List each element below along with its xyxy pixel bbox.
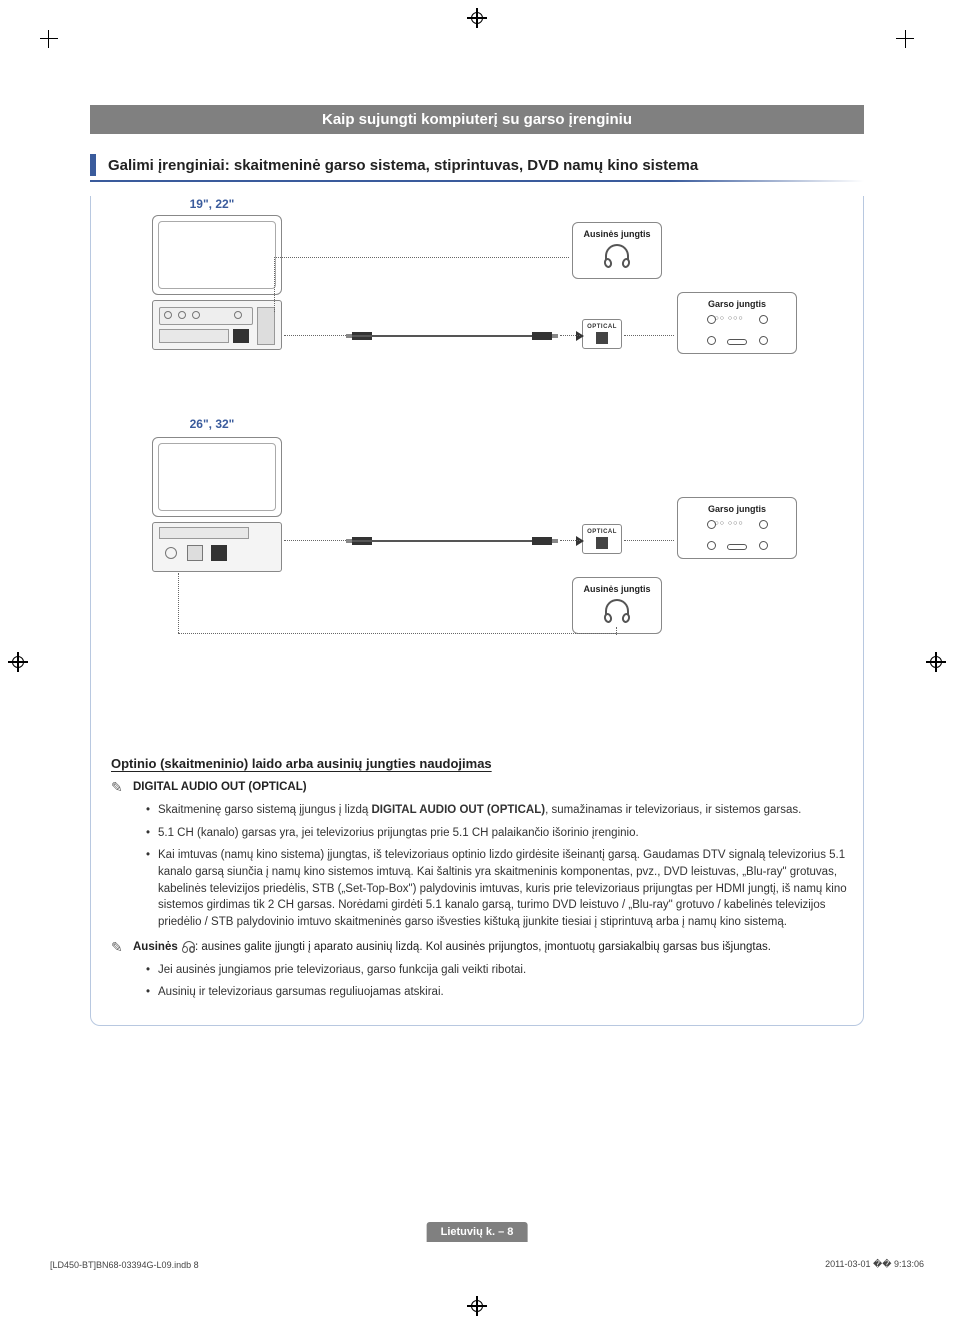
- bullet-item: Skaitmeninę garso sistemą įjungus į lizd…: [146, 802, 863, 819]
- title-bar: Kaip sujungti kompiuterį su garso įrengi…: [90, 105, 864, 134]
- dotted-connector: [560, 540, 580, 541]
- dotted-connector: [560, 335, 580, 336]
- port-row-2: [159, 329, 229, 343]
- optical-label-2: OPTICAL: [587, 529, 617, 535]
- rear-panel-1: [152, 300, 282, 350]
- speaker-title-2: Garso jungtis: [708, 504, 766, 514]
- bullet-text: Skaitmeninę garso sistemą įjungus į lizd…: [158, 804, 372, 816]
- bullet-item: 5.1 CH (kanalo) garsas yra, jei televizo…: [146, 825, 863, 842]
- dotted-connector: [274, 257, 569, 258]
- speaker-icon: ○○ ○○○: [705, 312, 770, 347]
- bullet-list-1: Skaitmeninę garso sistemą įjungus į lizd…: [146, 802, 863, 931]
- speaker-icon: ○○ ○○○: [705, 517, 770, 552]
- bullet-item: Jei ausinės jungiamos prie televizoriaus…: [146, 962, 863, 979]
- crop-mark: [905, 30, 906, 48]
- connection-diagram: 19", 22" Ausinės jungtis Garso jungtis: [111, 196, 857, 736]
- headphone-title-1: Ausinės jungtis: [583, 229, 650, 239]
- bullet-item: Ausinių ir televizoriaus garsumas reguli…: [146, 984, 863, 1001]
- bullet-list-2: Jei ausinės jungiamos prie televizoriaus…: [146, 962, 863, 1001]
- speaker-title-1: Garso jungtis: [708, 299, 766, 309]
- footer-left: [LD450-BT]BN68-03394G-L09.indb 8: [50, 1260, 199, 1270]
- optical-box-2: OPTICAL: [582, 524, 622, 554]
- headphone-inline-icon: [181, 941, 195, 953]
- content-panel: 19", 22" Ausinės jungtis Garso jungtis: [90, 196, 864, 1026]
- tv-box-2: [152, 437, 282, 517]
- bullet-item: Kai imtuvas (namų kino sistema) įjungtas…: [146, 847, 863, 930]
- crop-mark: [48, 30, 49, 48]
- port-row: [159, 527, 249, 539]
- tv-screen-1: [158, 221, 276, 289]
- dotted-connector: [178, 573, 179, 633]
- reg-mark-top: [467, 8, 487, 28]
- section-header: Galimi įrenginiai: skaitmeninė garso sis…: [90, 154, 864, 176]
- section-accent-bar: [90, 154, 96, 176]
- headphone-title-2: Ausinės jungtis: [583, 584, 650, 594]
- optical-out-1: [233, 329, 249, 343]
- reg-mark-left: [8, 652, 28, 672]
- note2-pre: Ausinės: [133, 941, 181, 953]
- note-digital-audio: ✎ DIGITAL AUDIO OUT (OPTICAL): [111, 779, 863, 796]
- tv-size-label-1: 19", 22": [172, 197, 252, 211]
- page-body: Kaip sujungti kompiuterį su garso įrengi…: [90, 30, 864, 1280]
- note-icon: ✎: [111, 939, 129, 956]
- note2-text: Ausinės : ausines galite įjungti į apara…: [133, 939, 863, 956]
- rear-panel-2: [152, 522, 282, 572]
- dotted-connector: [624, 540, 674, 541]
- section-header-text: Galimi įrenginiai: skaitmeninė garso sis…: [108, 157, 698, 174]
- optical-box-1: OPTICAL: [582, 319, 622, 349]
- note-icon: ✎: [111, 779, 129, 796]
- section-underline: [90, 180, 864, 182]
- dotted-connector: [284, 335, 346, 336]
- speaker-box-1: Garso jungtis ○○ ○○○: [677, 292, 797, 354]
- optical-label-1: OPTICAL: [587, 324, 617, 330]
- reg-mark-right: [926, 652, 946, 672]
- headphone-icon: [602, 597, 632, 627]
- dotted-connector: [616, 627, 617, 635]
- note1-title: DIGITAL AUDIO OUT (OPTICAL): [133, 779, 863, 796]
- tv-box-1: [152, 215, 282, 295]
- port-row: [159, 307, 253, 325]
- dotted-connector: [178, 633, 616, 634]
- port-icon: [187, 545, 203, 561]
- optical-port-icon: [596, 537, 608, 549]
- tv-size-label-2: 26", 32": [172, 417, 252, 431]
- speaker-box-2: Garso jungtis ○○ ○○○: [677, 497, 797, 559]
- optical-cable-1: [352, 332, 552, 340]
- note2-post: : ausines galite įjungti į aparato ausin…: [195, 941, 771, 953]
- bullet-bold: DIGITAL AUDIO OUT (OPTICAL): [372, 804, 546, 816]
- jack-icon: [165, 547, 177, 559]
- note-headphones: ✎ Ausinės : ausines galite įjungti į apa…: [111, 939, 863, 956]
- headphone-box-2: Ausinės jungtis: [572, 577, 662, 634]
- dotted-connector: [274, 257, 275, 312]
- sub-heading: Optinio (skaitmeninio) laido arba ausini…: [111, 756, 863, 771]
- dotted-connector: [284, 540, 346, 541]
- reg-mark-bottom: [467, 1296, 487, 1316]
- side-jack: [257, 307, 275, 345]
- optical-cable-2: [352, 537, 552, 545]
- dotted-connector: [624, 335, 674, 336]
- headphone-icon: [602, 242, 632, 272]
- headphone-box-1: Ausinės jungtis: [572, 222, 662, 279]
- crop-mark: [40, 38, 58, 39]
- page-footer: Lietuvių k. – 8: [427, 1222, 528, 1242]
- crop-mark: [896, 38, 914, 39]
- bullet-text: , sumažinamas ir televizoriaus, ir siste…: [545, 804, 801, 816]
- optical-port-icon: [596, 332, 608, 344]
- tv-screen-2: [158, 443, 276, 511]
- footer-right: 2011-03-01 �� 9:13:06: [825, 1259, 924, 1270]
- optical-out-2: [211, 545, 227, 561]
